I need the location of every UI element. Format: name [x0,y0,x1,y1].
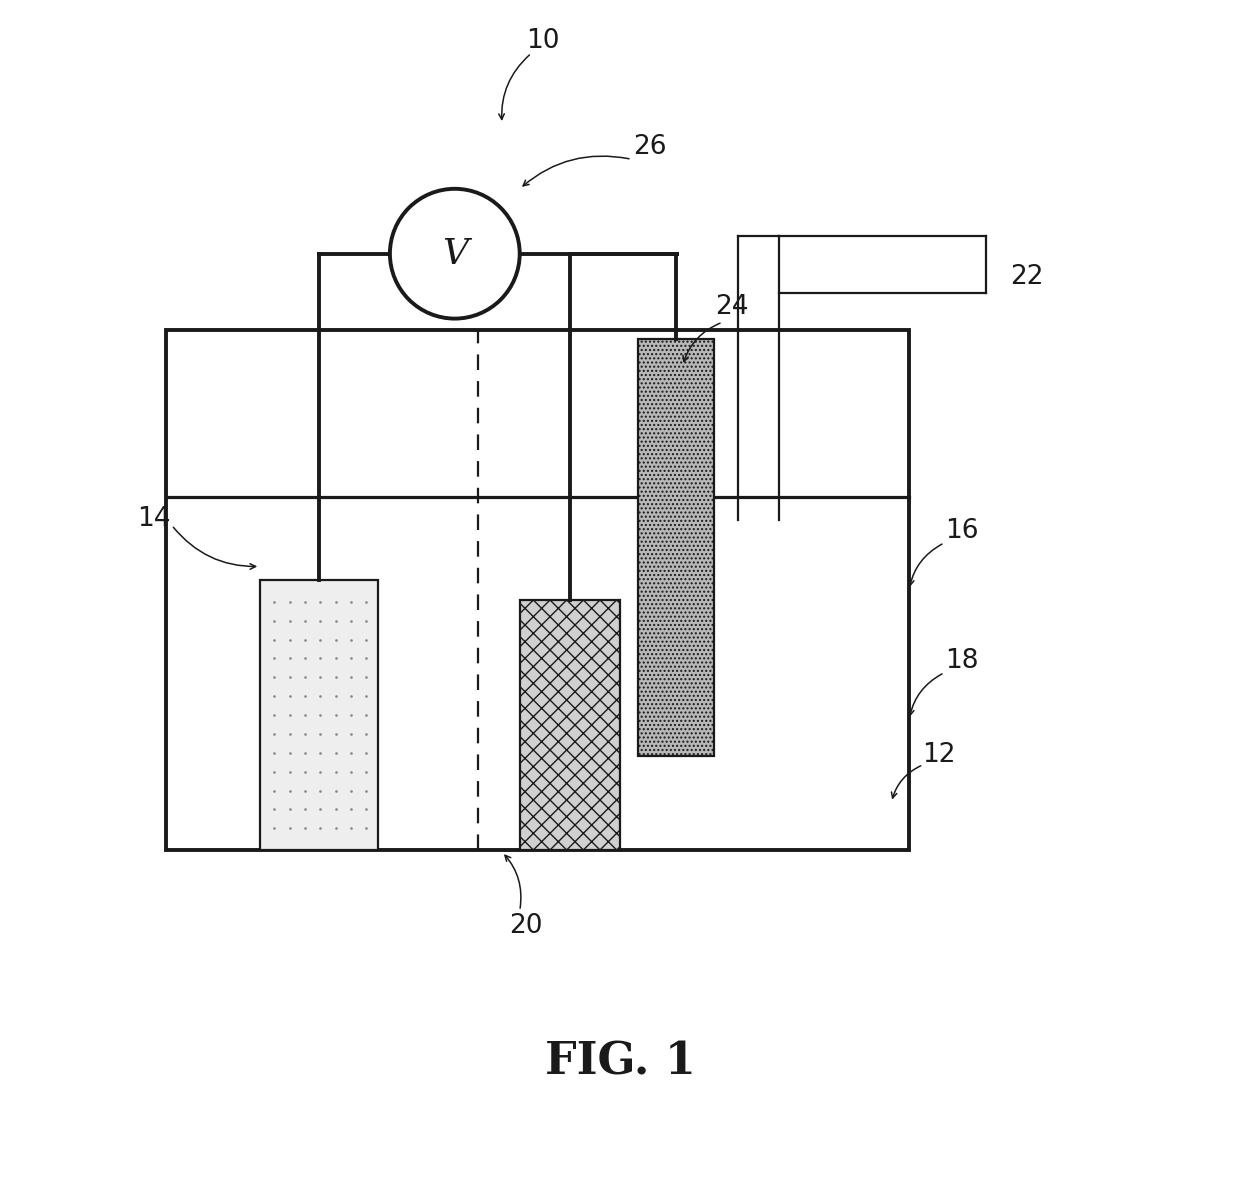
Text: 26: 26 [632,135,666,160]
Text: 18: 18 [945,648,978,674]
Bar [637,339,714,756]
Text: 12: 12 [921,742,955,768]
Text: 16: 16 [945,518,978,544]
Text: 24: 24 [715,294,749,320]
Bar [520,601,620,850]
Text: 14: 14 [138,506,171,532]
Bar [166,330,909,850]
Text: 10: 10 [527,28,560,54]
Text: 22: 22 [1011,264,1044,290]
Text: V: V [441,237,467,270]
Circle shape [389,189,520,319]
Bar [260,579,378,850]
Text: FIG. 1: FIG. 1 [544,1041,696,1083]
Text: 20: 20 [508,913,542,939]
